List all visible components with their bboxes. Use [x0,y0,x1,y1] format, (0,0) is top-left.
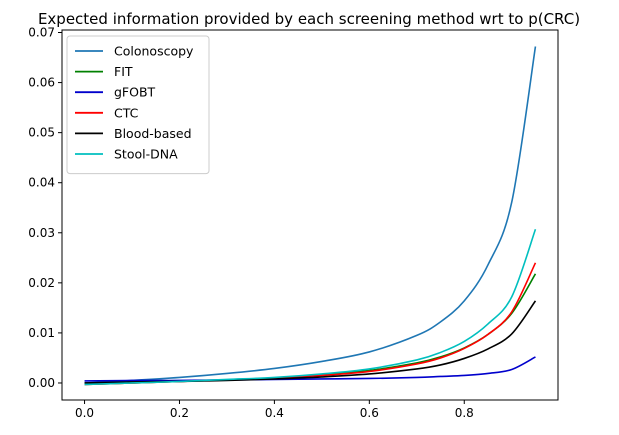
series-line-gfobt [84,356,536,382]
x-tick-label: 0.0 [75,406,94,420]
series-lines [84,46,537,386]
chart-title: Expected information provided by each sc… [38,10,580,28]
legend-label: FIT [114,64,133,79]
legend-label: Blood-based [114,126,192,141]
y-tick-label: 0.04 [28,176,55,190]
legend: Colonoscopy FIT gFOBT CTC Blood-based Stool-D… [66,35,210,175]
x-tick-label: 0.4 [265,406,284,420]
legend-label: Colonoscopy [114,44,194,59]
y-tick-label: 0.03 [28,226,55,240]
legend-label: CTC [114,105,139,120]
series-line-colonoscopy [84,46,537,384]
legend-label: Stool-DNA [114,147,178,162]
legend-label: gFOBT [114,85,156,100]
x-tick-label: 0.6 [360,406,379,420]
y-tick-label: 0.05 [28,126,55,140]
y-tick-label: 0.00 [28,376,55,390]
y-tick-label: 0.07 [28,26,55,40]
legend-box [66,35,210,175]
plot-frame [61,29,559,401]
y-tick-label: 0.01 [28,326,55,340]
x-tick-label: 0.2 [170,406,189,420]
axes: 0.0 0.2 0.4 0.6 0.8 0.00 0.01 0.02 0.03 0.04 0.05 0… [28,26,474,420]
y-tick-label: 0.02 [28,276,55,290]
series-line-fit [84,273,537,386]
x-tick-label: 0.8 [455,406,474,420]
series-line-blood-based [84,300,537,384]
series-line-ctc [84,262,537,386]
series-line-stool-dna [84,229,537,386]
y-tick-label: 0.06 [28,76,55,90]
